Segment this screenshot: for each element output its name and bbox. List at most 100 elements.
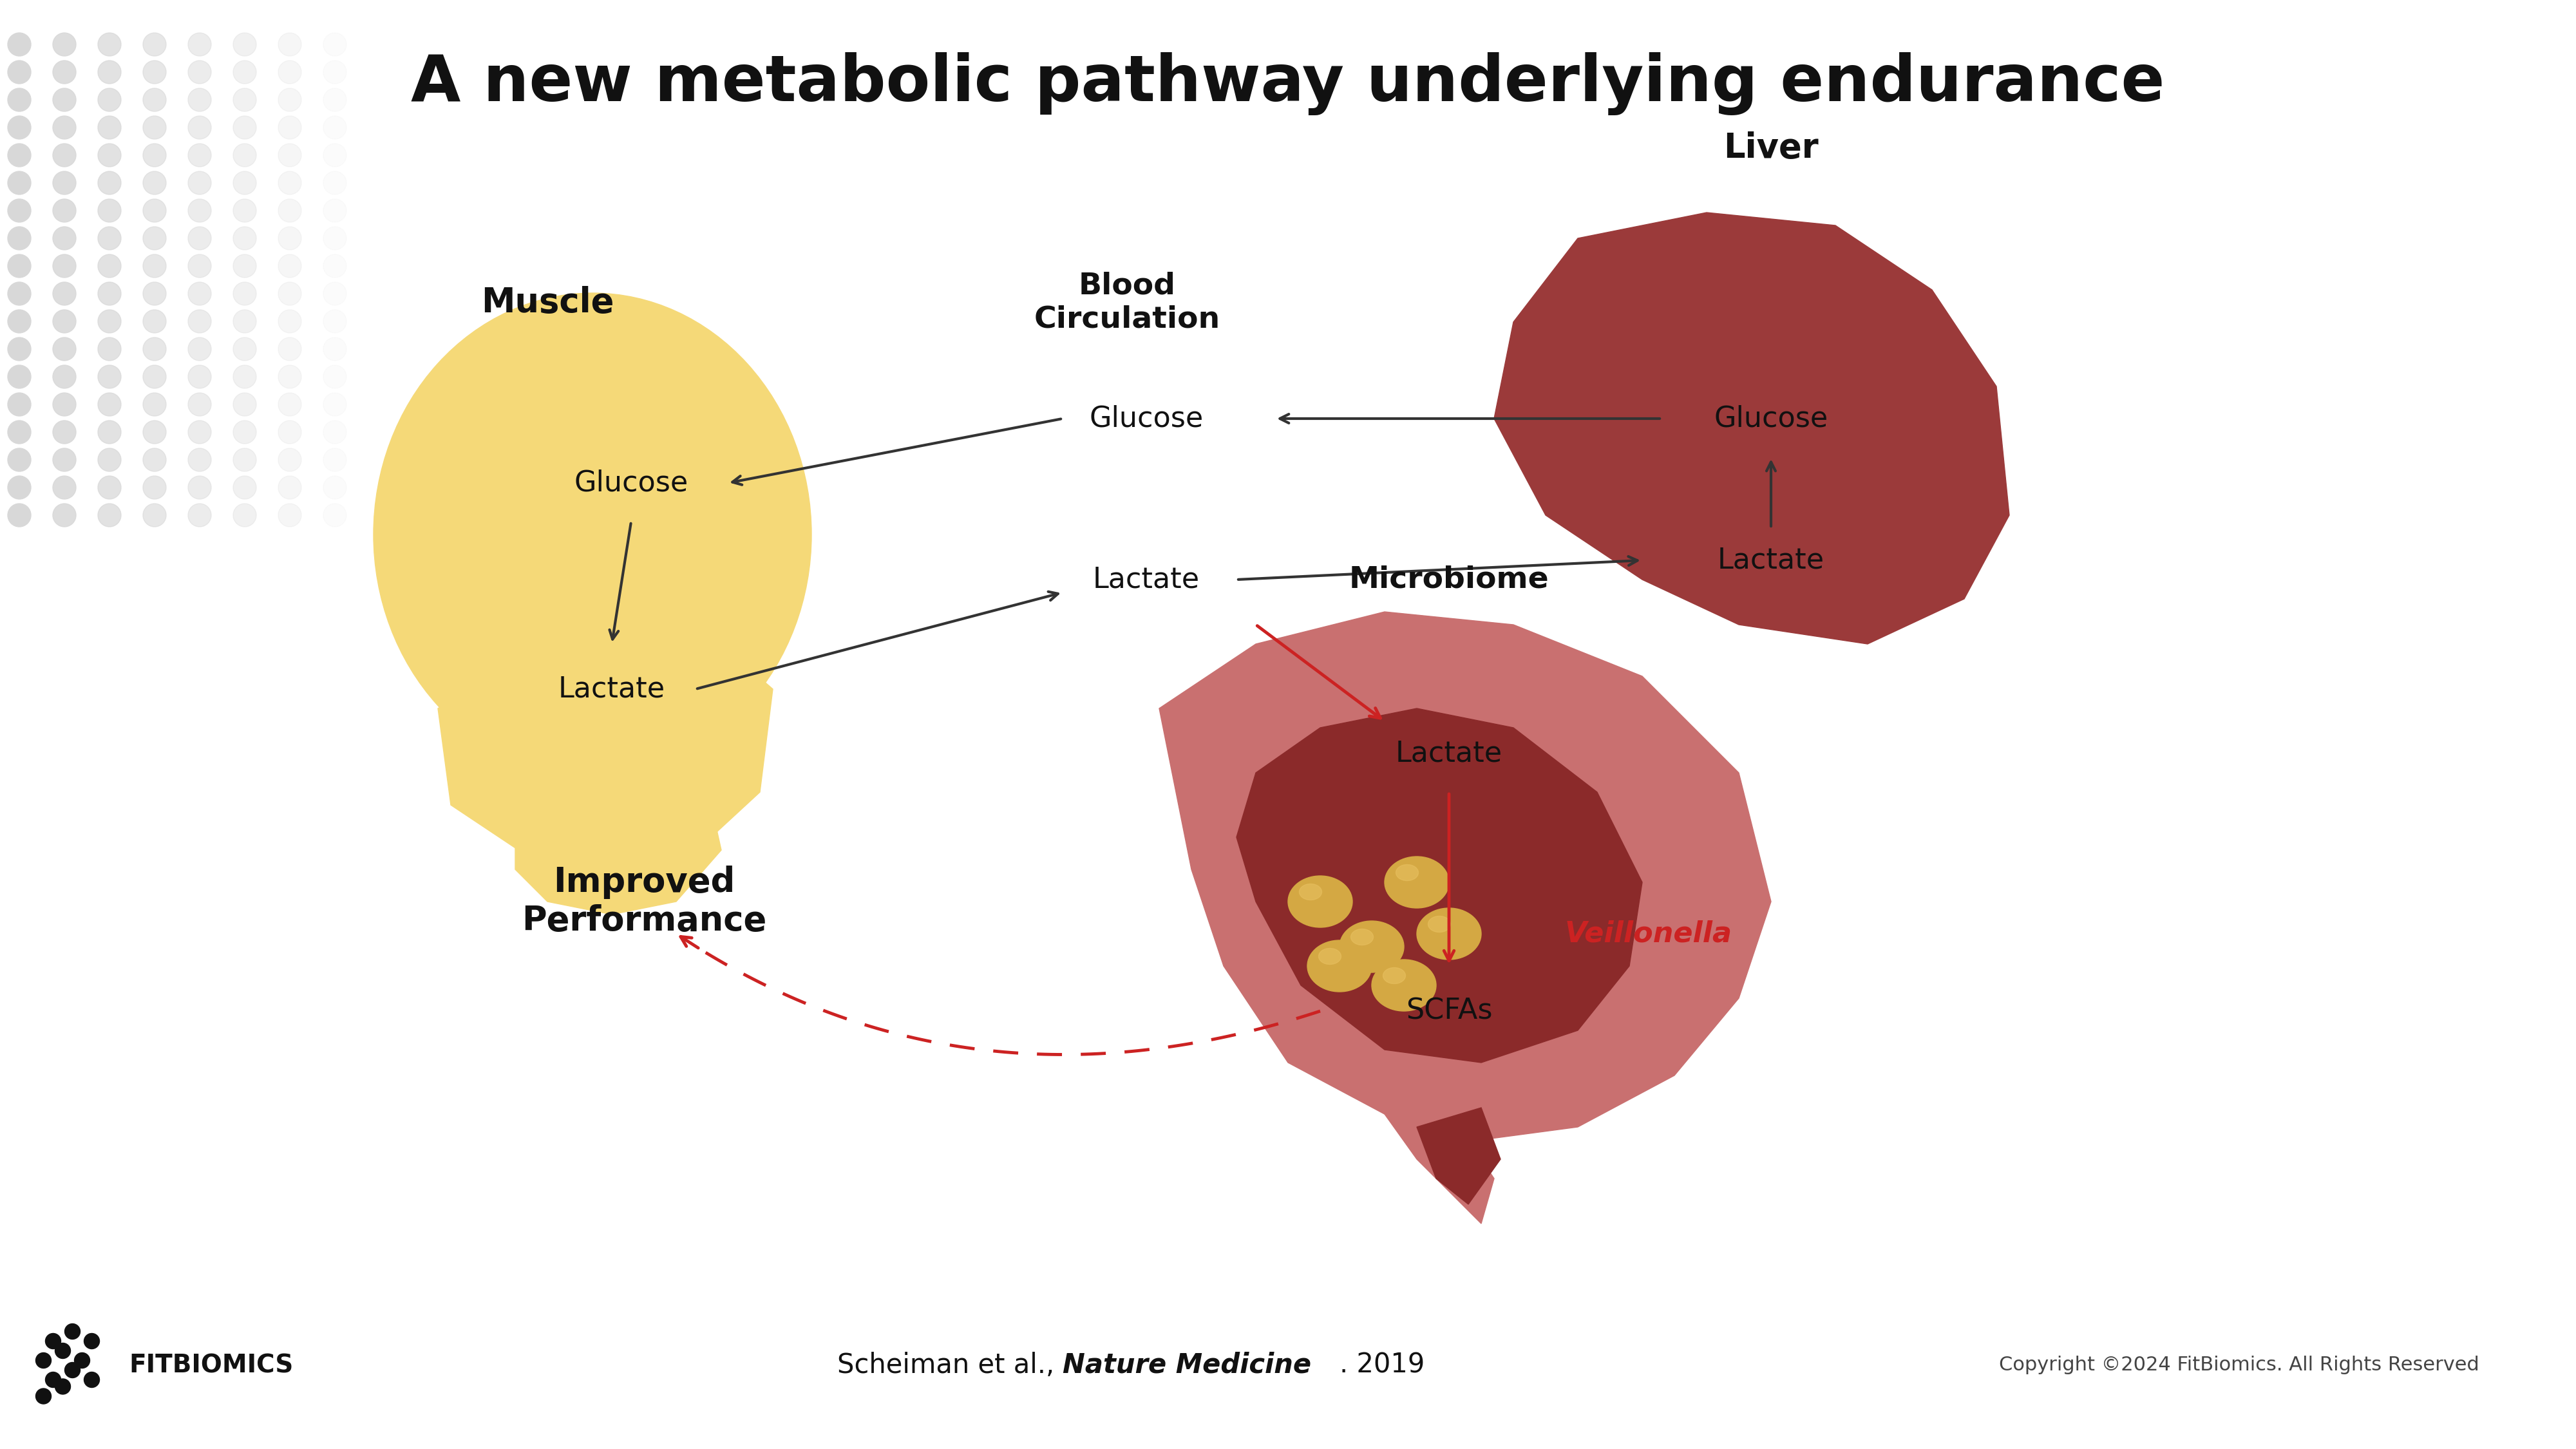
Circle shape	[142, 116, 165, 139]
Circle shape	[322, 393, 345, 416]
Circle shape	[232, 88, 258, 112]
Circle shape	[232, 365, 258, 388]
Circle shape	[188, 199, 211, 222]
Circle shape	[8, 365, 31, 388]
Circle shape	[8, 393, 31, 416]
Circle shape	[322, 199, 345, 222]
Circle shape	[322, 255, 345, 278]
Circle shape	[142, 420, 165, 443]
Circle shape	[232, 448, 258, 471]
Polygon shape	[1417, 1107, 1499, 1204]
Circle shape	[52, 199, 77, 222]
Circle shape	[142, 33, 165, 57]
Circle shape	[52, 255, 77, 278]
Circle shape	[52, 116, 77, 139]
Text: Lactate: Lactate	[1718, 546, 1824, 574]
Circle shape	[142, 365, 165, 388]
Circle shape	[8, 420, 31, 443]
Circle shape	[98, 448, 121, 471]
Circle shape	[232, 420, 258, 443]
Text: Lactate: Lactate	[1396, 739, 1502, 768]
Circle shape	[232, 338, 258, 361]
Circle shape	[278, 116, 301, 139]
Circle shape	[98, 88, 121, 112]
Circle shape	[278, 199, 301, 222]
Text: Lactate: Lactate	[559, 675, 665, 703]
Circle shape	[278, 504, 301, 527]
Circle shape	[232, 33, 258, 57]
Circle shape	[322, 448, 345, 471]
Text: Nature Medicine: Nature Medicine	[1064, 1352, 1311, 1379]
Ellipse shape	[1417, 909, 1481, 959]
Polygon shape	[1494, 213, 2009, 643]
Text: Microbiome: Microbiome	[1350, 565, 1548, 594]
Polygon shape	[464, 322, 742, 611]
Circle shape	[188, 283, 211, 306]
Circle shape	[232, 226, 258, 249]
Circle shape	[8, 199, 31, 222]
Circle shape	[98, 143, 121, 167]
Circle shape	[46, 1333, 62, 1349]
Text: . 2019: . 2019	[1340, 1352, 1425, 1379]
Circle shape	[8, 61, 31, 84]
Circle shape	[98, 61, 121, 84]
Circle shape	[8, 504, 31, 527]
Circle shape	[98, 199, 121, 222]
Circle shape	[8, 88, 31, 112]
Ellipse shape	[1370, 959, 1437, 1011]
Circle shape	[8, 33, 31, 57]
Circle shape	[188, 171, 211, 194]
Circle shape	[8, 255, 31, 278]
Circle shape	[188, 61, 211, 84]
Circle shape	[64, 1324, 80, 1339]
Circle shape	[52, 226, 77, 249]
Circle shape	[85, 1372, 100, 1388]
Circle shape	[322, 61, 345, 84]
Circle shape	[142, 475, 165, 498]
Circle shape	[52, 283, 77, 306]
Circle shape	[52, 310, 77, 333]
Circle shape	[98, 504, 121, 527]
Circle shape	[8, 143, 31, 167]
Circle shape	[232, 143, 258, 167]
Text: Glucose: Glucose	[1713, 404, 1829, 432]
Text: Glucose: Glucose	[574, 469, 688, 497]
Circle shape	[278, 365, 301, 388]
Circle shape	[232, 199, 258, 222]
Polygon shape	[1236, 709, 1643, 1062]
Circle shape	[52, 504, 77, 527]
Circle shape	[232, 283, 258, 306]
Circle shape	[98, 475, 121, 498]
Circle shape	[52, 365, 77, 388]
Circle shape	[322, 504, 345, 527]
Circle shape	[278, 448, 301, 471]
Circle shape	[52, 88, 77, 112]
Circle shape	[75, 1353, 90, 1368]
Circle shape	[188, 88, 211, 112]
Circle shape	[278, 475, 301, 498]
Circle shape	[52, 61, 77, 84]
Circle shape	[8, 310, 31, 333]
Circle shape	[322, 143, 345, 167]
Text: Liver: Liver	[1723, 132, 1819, 165]
Ellipse shape	[1340, 922, 1404, 972]
Circle shape	[142, 283, 165, 306]
Circle shape	[142, 61, 165, 84]
Text: Veillonella: Veillonella	[1566, 920, 1731, 948]
Text: Scheiman et al.,: Scheiman et al.,	[837, 1352, 1064, 1379]
Circle shape	[98, 116, 121, 139]
Circle shape	[232, 171, 258, 194]
Circle shape	[278, 226, 301, 249]
Circle shape	[322, 283, 345, 306]
Circle shape	[8, 116, 31, 139]
Circle shape	[232, 255, 258, 278]
Circle shape	[322, 88, 345, 112]
Circle shape	[142, 393, 165, 416]
Circle shape	[322, 171, 345, 194]
Circle shape	[8, 226, 31, 249]
Circle shape	[322, 310, 345, 333]
Text: Muscle: Muscle	[482, 285, 613, 319]
Circle shape	[142, 310, 165, 333]
Text: FITBIOMICS: FITBIOMICS	[129, 1353, 294, 1378]
Circle shape	[188, 504, 211, 527]
